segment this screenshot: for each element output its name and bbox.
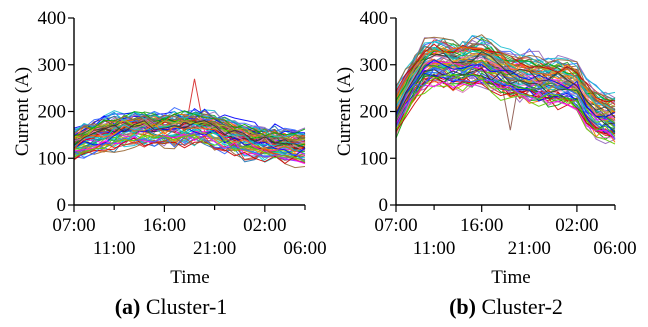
series-line — [395, 47, 616, 102]
x-tick-label-lower: 21:00 — [193, 238, 236, 259]
y-tick-label: 200 — [360, 102, 389, 123]
x-tick-label-lower: 21:00 — [508, 238, 551, 259]
series-line — [395, 73, 616, 133]
series-line — [73, 134, 306, 163]
x-tick-label-lower: 06:00 — [283, 238, 326, 259]
caption-panel-a: (a) Cluster-1 — [41, 294, 301, 320]
y-tick-label: 300 — [38, 55, 67, 76]
x-tick-label-upper: 16:00 — [460, 215, 503, 236]
caption-tag-b: (b) — [449, 294, 476, 319]
series-line — [73, 136, 306, 169]
series-line — [395, 34, 616, 102]
series-line — [73, 113, 306, 141]
panel-a-chart: 0 100 200 300 400 07:00 16:00 02:00 11:00 21:00 06… — [12, 8, 327, 288]
x-axis-label: Time — [491, 267, 530, 288]
series-line — [395, 67, 616, 140]
y-tick-label: 200 — [38, 102, 67, 123]
series-line — [395, 79, 616, 140]
series-line — [73, 123, 306, 153]
caption-text-a: Cluster-1 — [145, 294, 228, 319]
y-tick-label: 300 — [360, 55, 389, 76]
series-line — [395, 78, 616, 145]
series-line — [395, 61, 616, 127]
y-tick-label: 400 — [38, 8, 67, 29]
caption-tag-a: (a) — [114, 294, 141, 319]
panel-b-chart: 0 100 200 300 400 07:00 16:00 02:00 11:00 21:00 06… — [334, 8, 637, 288]
y-tick-label: 0 — [379, 195, 389, 216]
series-line — [73, 126, 306, 157]
y-tick-label: 400 — [360, 8, 389, 29]
y-tick-label: 100 — [360, 148, 389, 169]
series-line — [395, 46, 616, 113]
series-line — [73, 110, 306, 138]
caption-panel-b: (b) Cluster-2 — [376, 294, 636, 320]
series-line — [395, 67, 616, 125]
series-line — [73, 112, 306, 139]
caption-text-b: Cluster-2 — [481, 294, 563, 319]
x-tick-label-lower: 06:00 — [593, 238, 636, 259]
series-line — [395, 73, 616, 137]
series-line — [395, 50, 616, 119]
series-line — [395, 77, 616, 139]
y-tick-label: 0 — [57, 195, 67, 216]
series-line — [73, 135, 306, 164]
series-line — [73, 119, 306, 148]
series-line — [395, 58, 616, 122]
series-line — [73, 110, 306, 137]
x-tick-label-lower: 11:00 — [93, 238, 136, 259]
series-line — [395, 59, 616, 124]
y-tick-label: 100 — [38, 148, 67, 169]
x-tick-label-lower: 11:00 — [413, 238, 456, 259]
series-line — [395, 34, 616, 95]
x-tick-label-upper: 16:00 — [143, 215, 186, 236]
series-line — [395, 60, 616, 122]
y-axis-label: Current (A) — [12, 67, 33, 156]
x-tick-label-upper: 02:00 — [555, 215, 598, 236]
x-tick-label-upper: 07:00 — [374, 215, 417, 236]
x-tick-label-upper: 07:00 — [52, 215, 95, 236]
x-axis-label: Time — [170, 267, 209, 288]
x-tick-label-upper: 02:00 — [243, 215, 286, 236]
series-line — [73, 137, 306, 165]
y-axis-label: Current (A) — [334, 67, 355, 156]
